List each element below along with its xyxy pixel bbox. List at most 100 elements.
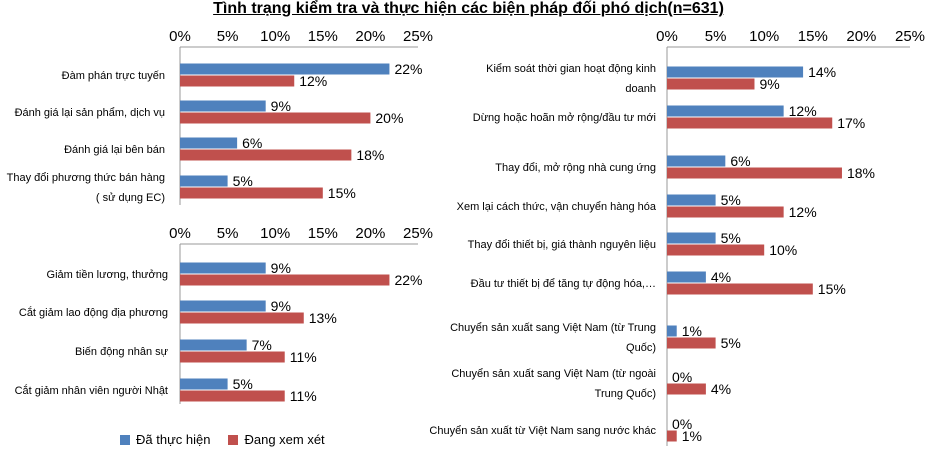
data-label-considering: 10%	[769, 242, 797, 258]
bar-considering	[667, 167, 842, 179]
x-tick-label: 20%	[355, 28, 385, 45]
data-label-done: 0%	[672, 369, 692, 385]
bar-considering	[180, 187, 323, 199]
x-tick-label: 25%	[403, 28, 433, 45]
category-label: Giảm tiền lương, thưởng	[47, 269, 168, 281]
legend-item-considering: Đang xem xét	[228, 432, 325, 447]
data-label-done: 7%	[252, 337, 272, 353]
bar-considering	[180, 390, 285, 402]
data-label-done: 5%	[721, 230, 741, 246]
category-label: doanh	[625, 83, 656, 95]
category-label: Xem lại cách thức, vận chuyển hàng hóa	[457, 201, 657, 213]
data-label-done: 9%	[271, 98, 291, 114]
bar-considering	[180, 274, 390, 286]
x-tick-label: 15%	[798, 28, 828, 45]
legend-swatch-done	[120, 434, 130, 445]
x-tick-label: 0%	[656, 28, 678, 45]
bar-done	[667, 66, 804, 78]
x-tick-label: 0%	[169, 28, 191, 45]
data-label-done: 9%	[271, 260, 291, 276]
data-label-done: 6%	[242, 135, 262, 151]
bar-considering	[667, 78, 755, 90]
data-label-considering: 15%	[818, 281, 846, 297]
bar-done	[180, 63, 390, 75]
bar-done	[667, 232, 716, 244]
x-tick-label: 15%	[308, 225, 338, 242]
data-label-considering: 17%	[837, 115, 865, 131]
data-label-done: 6%	[730, 153, 750, 169]
x-tick-label: 25%	[895, 28, 925, 45]
bar-done	[180, 339, 247, 351]
bar-considering	[180, 75, 295, 87]
x-tick-label: 5%	[705, 28, 727, 45]
category-label: Cắt giảm nhân viên người Nhật	[15, 384, 168, 397]
bar-considering	[180, 312, 304, 324]
x-tick-label: 5%	[217, 28, 239, 45]
x-tick-label: 10%	[749, 28, 779, 45]
data-label-considering: 18%	[847, 165, 875, 181]
data-label-considering: 18%	[356, 147, 384, 163]
data-label-done: 5%	[233, 173, 253, 189]
data-label-done: 14%	[808, 64, 836, 80]
x-tick-label: 5%	[217, 225, 239, 242]
bar-done	[667, 325, 677, 337]
data-label-considering: 11%	[290, 349, 317, 365]
category-label: Trung Quốc)	[595, 388, 656, 400]
bar-done	[180, 262, 266, 274]
x-tick-label: 25%	[403, 225, 433, 242]
category-label: Đàm phán trực tuyến	[62, 70, 165, 82]
category-label: Dừng hoặc hoãn mở rộng/đầu tư mới	[473, 112, 656, 124]
bar-done	[180, 300, 266, 312]
bar-considering	[667, 430, 677, 442]
x-tick-label: 20%	[846, 28, 876, 45]
data-label-considering: 5%	[721, 335, 741, 351]
legend-swatch-considering	[228, 434, 239, 445]
bar-done	[180, 137, 238, 149]
category-label: Đánh giá lại bên bán	[64, 144, 165, 156]
data-label-done: 12%	[789, 103, 817, 119]
bar-done	[667, 194, 716, 206]
bar-considering	[667, 117, 833, 129]
bar-done	[180, 378, 228, 390]
data-label-considering: 15%	[328, 185, 356, 201]
legend-label-done: Đã thực hiện	[136, 432, 211, 447]
category-label: Thay đổi thiết bị, giá thành nguyên liệu	[468, 239, 656, 251]
data-label-done: 22%	[394, 61, 422, 77]
category-label: Đầu tư thiết bị để tăng tự động hóa,…	[471, 278, 656, 290]
category-label: Cắt giảm lao động địa phương	[19, 306, 168, 319]
data-label-considering: 4%	[711, 381, 731, 397]
bar-considering	[667, 283, 813, 295]
category-label: ( sử dụng EC)	[96, 192, 165, 204]
bar-done	[667, 155, 726, 167]
category-label: Chuyển sản xuất từ Việt Nam sang nước kh…	[429, 425, 656, 437]
x-tick-label: 10%	[260, 28, 290, 45]
category-label: Chuyển sản xuất sang Việt Nam (từ Trung	[450, 322, 656, 334]
bar-considering	[180, 351, 285, 363]
category-label: Biến động nhân sự	[75, 346, 169, 358]
data-label-considering: 1%	[682, 428, 702, 444]
bar-done	[180, 100, 266, 112]
bar-done	[180, 175, 228, 187]
category-label: Kiểm soát thời gian hoạt động kinh	[486, 63, 656, 75]
legend-item-done: Đã thực hiện	[120, 432, 210, 447]
data-label-considering: 13%	[309, 310, 337, 326]
data-label-considering: 22%	[394, 272, 422, 288]
data-label-considering: 11%	[290, 388, 317, 404]
bar-considering	[667, 383, 706, 395]
category-label: Thay đổi, mở rộng nhà cung ứng	[495, 162, 656, 174]
data-label-considering: 20%	[375, 110, 403, 126]
data-label-done: 0%	[672, 416, 692, 432]
bar-done	[667, 105, 784, 117]
x-tick-label: 15%	[308, 28, 338, 45]
data-label-considering: 12%	[789, 204, 817, 220]
data-label-done: 9%	[271, 298, 291, 314]
category-label: Thay đổi phương thức bán hàng	[7, 172, 165, 184]
data-label-done: 5%	[233, 376, 253, 392]
legend: Đã thực hiện Đang xem xét	[120, 432, 343, 447]
x-tick-label: 10%	[260, 225, 290, 242]
data-label-done: 5%	[721, 192, 741, 208]
bar-considering	[180, 149, 352, 161]
bar-considering	[667, 337, 716, 349]
chart-title: Tình trạng kiểm tra và thực hiện các biệ…	[213, 0, 724, 17]
